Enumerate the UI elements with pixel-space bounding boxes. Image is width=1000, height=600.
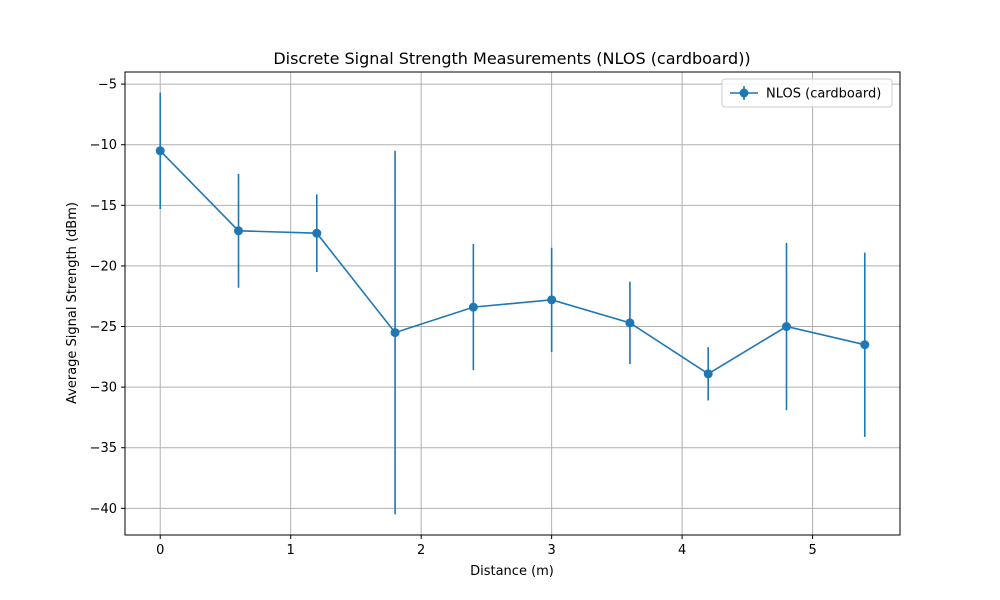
x-tick-label: 2 [417,543,425,558]
data-point [781,322,791,332]
data-point [703,369,713,379]
data-point [860,340,870,350]
y-tick-label: −30 [90,381,117,396]
x-tick-label: 5 [808,543,816,558]
legend-box [721,78,893,108]
legend-marker [739,88,749,98]
y-tick-label: −15 [90,199,117,214]
data-point [625,318,635,328]
x-tick-label: 4 [678,543,686,558]
x-tick-label: 0 [156,543,164,558]
plot-frame [124,71,901,536]
y-tick-label: −25 [90,320,117,335]
x-tick-label: 1 [287,543,295,558]
y-tick-label: −5 [98,78,117,93]
data-point [234,226,244,236]
y-axis-label: Average Signal Strength (dBm) [65,202,80,404]
data-point [390,328,400,338]
data-point [547,295,557,305]
chart-title: Discrete Signal Strength Measurements (N… [273,49,750,68]
legend: NLOS (cardboard) [721,78,893,108]
y-tick-label: −10 [90,138,117,153]
x-axis-label: Distance (m) [470,564,554,579]
y-tick-label: −35 [90,441,117,456]
axis-ticks: 0 1 2 3 4 5 −40 −35 −30 −25 −20 −15 −10 −5 [90,78,817,558]
y-tick-label: −20 [90,259,117,274]
data-point [468,302,478,312]
series-layer [155,92,870,515]
legend-label: NLOS (cardboard) [766,87,881,102]
y-tick-label: −40 [90,502,117,517]
x-tick-label: 3 [548,543,556,558]
data-point [312,228,322,238]
data-point [155,146,165,156]
series-line [159,150,865,375]
